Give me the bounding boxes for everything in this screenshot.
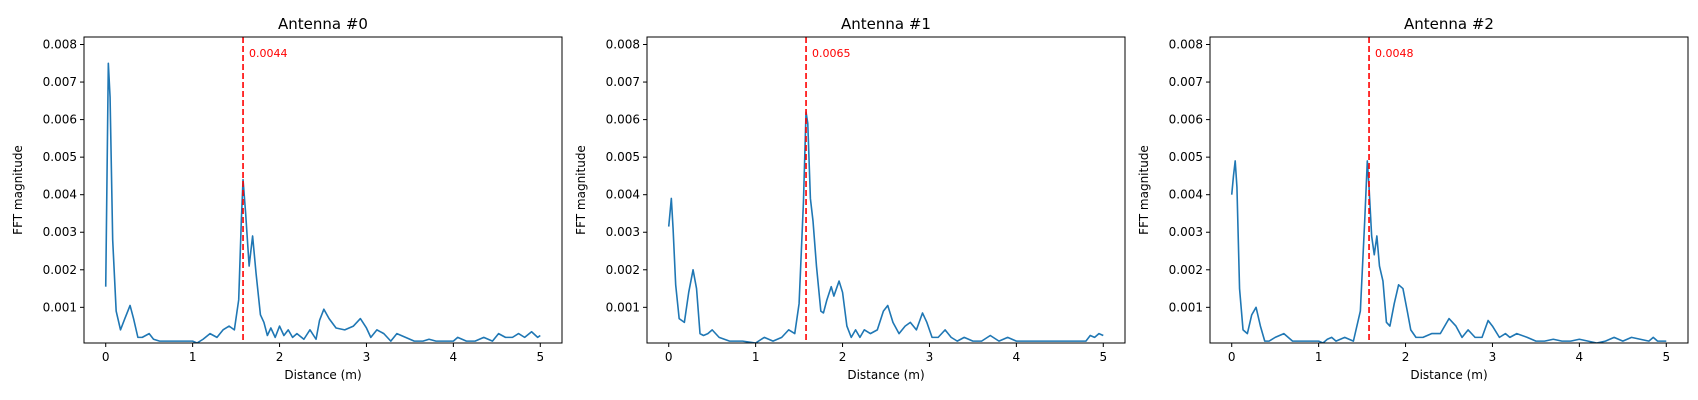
plot-frame: [646, 36, 1126, 344]
y-tick-label: 0.006: [606, 113, 640, 127]
y-tick-label: 0.003: [1169, 225, 1203, 239]
chart-panel-2: Antenna #2 0 1 2 3 4 5 0.001 0.002 0.003 0.004 0.00…: [1137, 15, 1689, 382]
y-tick-label: 0.005: [1169, 150, 1203, 164]
peak-value-label: 0.0048: [1375, 47, 1414, 60]
y-tick-label: 0.008: [1169, 38, 1203, 52]
x-tick-label: 2: [276, 350, 284, 364]
y-tick-label: 0.005: [43, 150, 77, 164]
x-tick-label: 0: [1228, 350, 1236, 364]
x-tick-label: 3: [926, 350, 934, 364]
chart-panel-0: Antenna #0 0 1 2 3 4 5 0.001 0.002 0.003 0.004 0.00…: [11, 15, 563, 382]
x-tick-label: 3: [1489, 350, 1497, 364]
x-tick-label: 4: [1576, 350, 1584, 364]
x-tick-label: 5: [1099, 350, 1107, 364]
y-tick-label: 0.008: [606, 38, 640, 52]
x-tick-label: 1: [752, 350, 760, 364]
y-tick-label: 0.003: [606, 225, 640, 239]
y-axis-label: FFT magnitude: [1137, 145, 1151, 235]
x-axis-label: Distance (m): [1410, 368, 1487, 382]
chart-title: Antenna #2: [1404, 15, 1494, 33]
y-axis-label: FFT magnitude: [574, 145, 588, 235]
x-tick-label: 1: [189, 350, 197, 364]
peak-value-label: 0.0044: [249, 47, 288, 60]
y-tick-label: 0.003: [43, 225, 77, 239]
peak-value-label: 0.0065: [812, 47, 851, 60]
series-line-0: [667, 111, 1104, 343]
y-tick-label: 0.006: [1169, 113, 1203, 127]
y-tick-label: 0.004: [606, 188, 640, 202]
series-line-0: [1230, 160, 1667, 343]
y-tick-label: 0.001: [43, 300, 77, 314]
chart-panel-1: Antenna #1 0 1 2 3 4 5 0.001 0.002 0.003 0.004 0.00…: [574, 15, 1126, 382]
y-tick-label: 0.008: [43, 38, 77, 52]
y-tick-label: 0.004: [43, 188, 77, 202]
x-tick-label: 5: [536, 350, 544, 364]
x-tick-label: 1: [1315, 350, 1323, 364]
y-tick-label: 0.002: [606, 263, 640, 277]
x-tick-label: 4: [450, 350, 458, 364]
y-tick-label: 0.001: [1169, 300, 1203, 314]
x-tick-label: 0: [102, 350, 110, 364]
y-tick-label: 0.007: [43, 75, 77, 89]
series-line-0: [104, 62, 541, 343]
plot-frame: [1209, 36, 1689, 344]
plot-frame: [83, 36, 563, 344]
y-tick-label: 0.005: [606, 150, 640, 164]
x-tick-label: 3: [363, 350, 371, 364]
x-tick-label: 4: [1013, 350, 1021, 364]
x-axis-label: Distance (m): [847, 368, 924, 382]
y-tick-label: 0.002: [43, 263, 77, 277]
chart-title: Antenna #1: [841, 15, 931, 33]
y-tick-label: 0.001: [606, 300, 640, 314]
x-tick-label: 0: [665, 350, 673, 364]
y-tick-label: 0.007: [1169, 75, 1203, 89]
y-axis-label: FFT magnitude: [11, 145, 25, 235]
x-tick-label: 5: [1662, 350, 1670, 364]
x-tick-label: 2: [839, 350, 847, 364]
chart-title: Antenna #0: [278, 15, 368, 33]
y-tick-label: 0.007: [606, 75, 640, 89]
x-tick-label: 2: [1402, 350, 1410, 364]
x-axis-label: Distance (m): [284, 368, 361, 382]
y-tick-label: 0.004: [1169, 188, 1203, 202]
y-tick-label: 0.002: [1169, 263, 1203, 277]
y-tick-label: 0.006: [43, 113, 77, 127]
